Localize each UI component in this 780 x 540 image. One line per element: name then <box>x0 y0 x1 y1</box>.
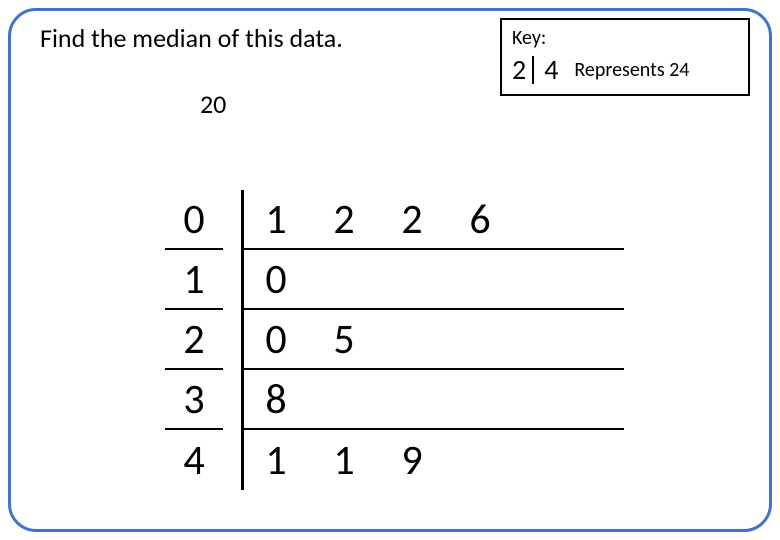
key-represents: Represents 24 <box>574 58 689 82</box>
leaf-cell: 0 <box>262 314 290 365</box>
key-row: 2 4 Represents 24 <box>512 56 738 84</box>
leaf-cell: 8 <box>262 374 290 425</box>
leaf-cell: 1 <box>262 194 290 245</box>
stem-cell: 0 <box>165 190 223 250</box>
leaf-cell: 2 <box>398 194 426 245</box>
leaf-row: 0 <box>244 250 624 310</box>
leaf-cell: 5 <box>330 314 358 365</box>
leaf-cell: 1 <box>262 435 290 486</box>
stem-cell: 2 <box>165 310 223 370</box>
stem-leaf-plot: 0 1 2 3 4 1 2 2 6 0 0 5 8 1 1 9 <box>165 190 624 490</box>
key-label: Key: <box>512 26 738 50</box>
stem-cell: 3 <box>165 370 223 430</box>
key-leaf: 4 <box>542 56 558 84</box>
leaf-cell: 6 <box>466 194 494 245</box>
stem-cell: 1 <box>165 250 223 310</box>
leaf-row: 1 2 2 6 <box>244 190 624 250</box>
leaf-column: 1 2 2 6 0 0 5 8 1 1 9 <box>244 190 624 490</box>
leaf-cell: 9 <box>398 435 426 486</box>
leaf-cell: 2 <box>330 194 358 245</box>
leaf-row: 1 1 9 <box>244 430 624 490</box>
key-stem: 2 <box>512 56 534 84</box>
leaf-row: 8 <box>244 370 624 430</box>
median-answer: 20 <box>200 88 226 120</box>
stem-cell: 4 <box>165 430 223 490</box>
leaf-cell: 0 <box>262 254 290 305</box>
leaf-row: 0 5 <box>244 310 624 370</box>
stem-column: 0 1 2 3 4 <box>165 190 244 490</box>
key-box: Key: 2 4 Represents 24 <box>500 18 750 96</box>
question-title: Find the median of this data. <box>40 22 343 54</box>
leaf-cell: 1 <box>330 435 358 486</box>
